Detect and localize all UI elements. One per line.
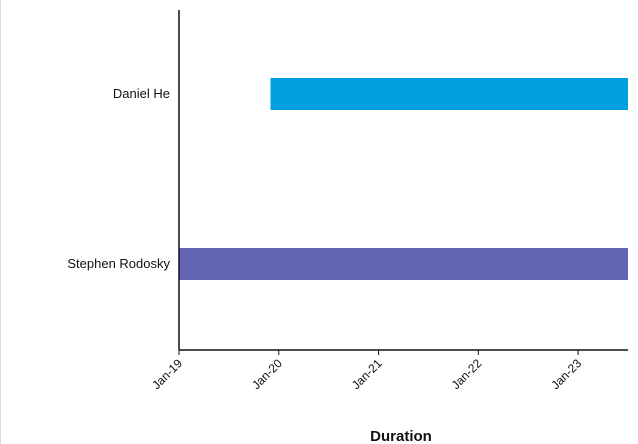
x-tick-label: Jan-21 xyxy=(349,356,385,392)
x-axis-title: Duration xyxy=(370,428,432,444)
bar-daniel-he xyxy=(270,78,628,110)
category-label: Stephen Rodosky xyxy=(67,256,170,271)
bars-layer xyxy=(179,78,628,280)
frame-edge xyxy=(0,0,1,444)
category-labels-layer: Daniel He Stephen Rodosky xyxy=(67,86,170,271)
x-tick-label: Jan-19 xyxy=(149,356,185,392)
bar-stephen-rodosky xyxy=(179,248,628,280)
x-tick-label: Jan-23 xyxy=(548,356,584,392)
category-label: Daniel He xyxy=(113,86,170,101)
x-tick-label: Jan-20 xyxy=(249,356,285,392)
x-tick-label: Jan-22 xyxy=(449,356,485,392)
x-ticks-layer: Jan-19 Jan-20 Jan-21 Jan-22 Jan-23 xyxy=(149,350,584,392)
